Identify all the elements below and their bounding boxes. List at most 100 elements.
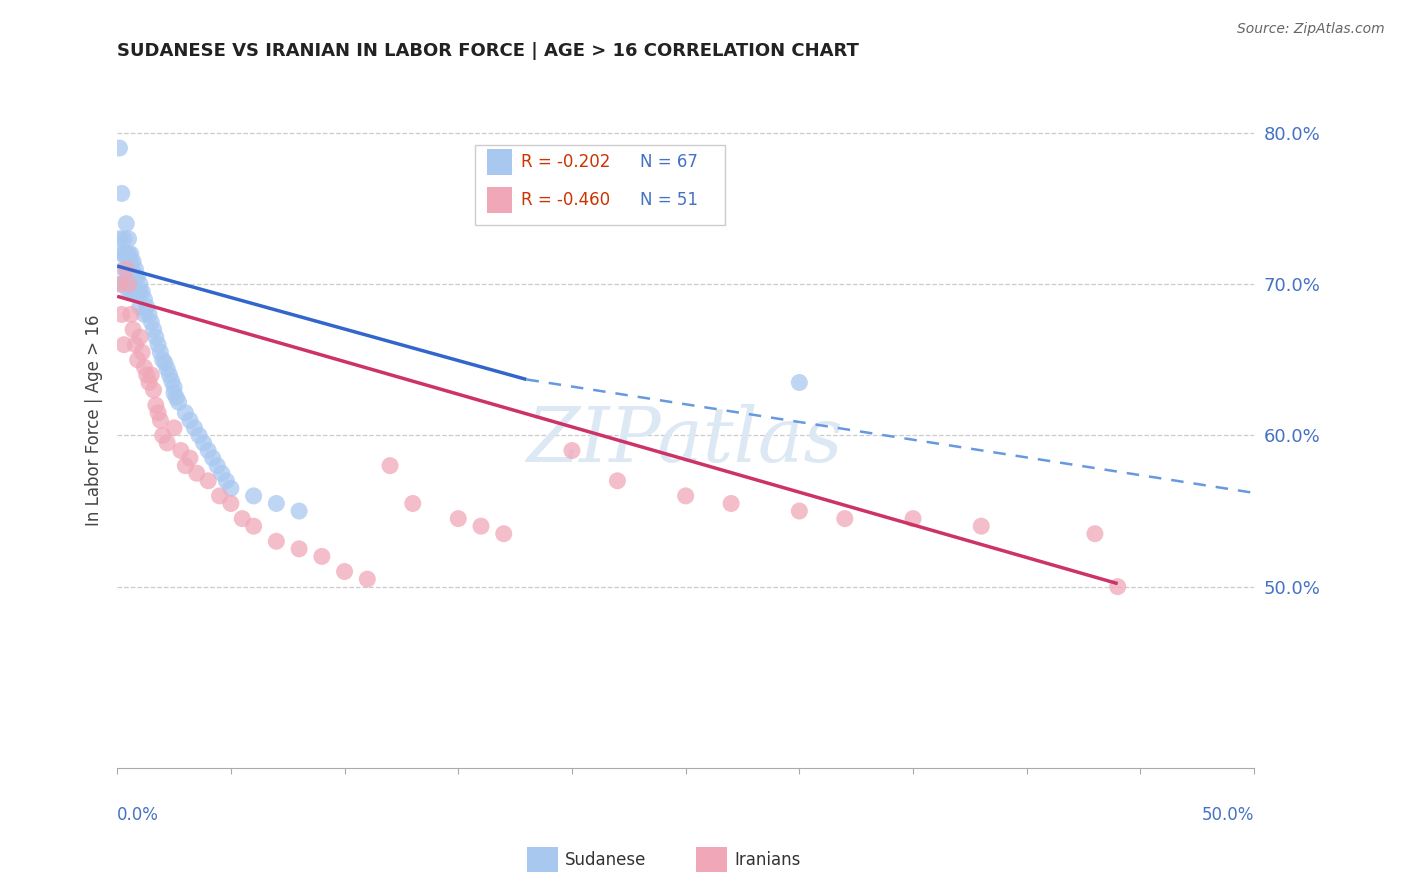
Point	[112, 232, 135, 246]
Point	[356, 572, 378, 586]
Y-axis label: In Labor Force | Age > 16: In Labor Force | Age > 16	[86, 315, 103, 526]
Point	[211, 467, 233, 481]
Point	[197, 443, 219, 458]
Point	[163, 380, 186, 394]
Point	[131, 345, 153, 359]
Point	[208, 489, 231, 503]
Point	[149, 413, 172, 427]
Point	[117, 232, 139, 246]
Point	[131, 285, 153, 299]
Point	[242, 519, 264, 533]
Point	[129, 285, 152, 299]
Point	[117, 285, 139, 299]
Text: N = 51: N = 51	[640, 191, 699, 210]
Point	[138, 307, 160, 321]
Point	[606, 474, 628, 488]
Point	[179, 413, 201, 427]
Point	[149, 345, 172, 359]
FancyBboxPatch shape	[486, 149, 512, 175]
Point	[789, 376, 811, 390]
Point	[145, 330, 167, 344]
Point	[124, 269, 146, 284]
Point	[720, 496, 742, 510]
Point	[201, 451, 224, 466]
Point	[179, 451, 201, 466]
Point	[108, 277, 131, 292]
Point	[174, 406, 197, 420]
Point	[135, 368, 157, 382]
Point	[127, 269, 149, 284]
Point	[219, 496, 242, 510]
Point	[135, 300, 157, 314]
Text: 50.0%: 50.0%	[1202, 806, 1254, 824]
Point	[231, 511, 253, 525]
Point	[111, 277, 134, 292]
Text: Sudanese: Sudanese	[565, 851, 647, 869]
Point	[145, 398, 167, 412]
Point	[142, 322, 165, 336]
Point	[186, 467, 208, 481]
Point	[111, 186, 134, 201]
Point	[207, 458, 229, 473]
Point	[470, 519, 492, 533]
Point	[242, 489, 264, 503]
Point	[146, 337, 169, 351]
Point	[219, 481, 242, 495]
Point	[174, 458, 197, 473]
Point	[152, 428, 174, 442]
Point	[141, 315, 163, 329]
Point	[124, 285, 146, 299]
Point	[108, 232, 131, 246]
Point	[1084, 526, 1107, 541]
Point	[112, 277, 135, 292]
Point	[163, 421, 186, 435]
Point	[561, 443, 583, 458]
Point	[159, 368, 181, 382]
Point	[122, 265, 145, 279]
Text: Source: ZipAtlas.com: Source: ZipAtlas.com	[1237, 22, 1385, 37]
Text: SUDANESE VS IRANIAN IN LABOR FORCE | AGE > 16 CORRELATION CHART: SUDANESE VS IRANIAN IN LABOR FORCE | AGE…	[117, 42, 859, 60]
Point	[901, 511, 924, 525]
Point	[402, 496, 425, 510]
Point	[152, 352, 174, 367]
Point	[122, 322, 145, 336]
Text: 0.0%: 0.0%	[117, 806, 159, 824]
Point	[447, 511, 470, 525]
Point	[1107, 580, 1129, 594]
Point	[129, 330, 152, 344]
Point	[124, 337, 146, 351]
Point	[266, 496, 288, 510]
Text: ZIPatlas: ZIPatlas	[527, 404, 844, 478]
Point	[183, 421, 205, 435]
Point	[120, 307, 142, 321]
Point	[127, 285, 149, 299]
Point	[378, 458, 401, 473]
Point	[156, 436, 179, 450]
Point	[167, 395, 190, 409]
Text: N = 67: N = 67	[640, 153, 697, 171]
Point	[117, 262, 139, 277]
Point	[160, 374, 183, 388]
Point	[108, 141, 131, 155]
Point	[134, 307, 156, 321]
Point	[311, 549, 333, 564]
Point	[115, 277, 138, 292]
Point	[146, 406, 169, 420]
Point	[492, 526, 515, 541]
Point	[129, 300, 152, 314]
Point	[266, 534, 288, 549]
Point	[115, 262, 138, 277]
Point	[117, 247, 139, 261]
Point	[156, 362, 179, 376]
Point	[193, 436, 215, 450]
Point	[115, 217, 138, 231]
Text: Iranians: Iranians	[734, 851, 800, 869]
Point	[138, 376, 160, 390]
Point	[120, 247, 142, 261]
Point	[120, 254, 142, 268]
Point	[134, 293, 156, 307]
Point	[141, 368, 163, 382]
Text: R = -0.202: R = -0.202	[520, 153, 610, 171]
Point	[288, 504, 311, 518]
Point	[112, 337, 135, 351]
